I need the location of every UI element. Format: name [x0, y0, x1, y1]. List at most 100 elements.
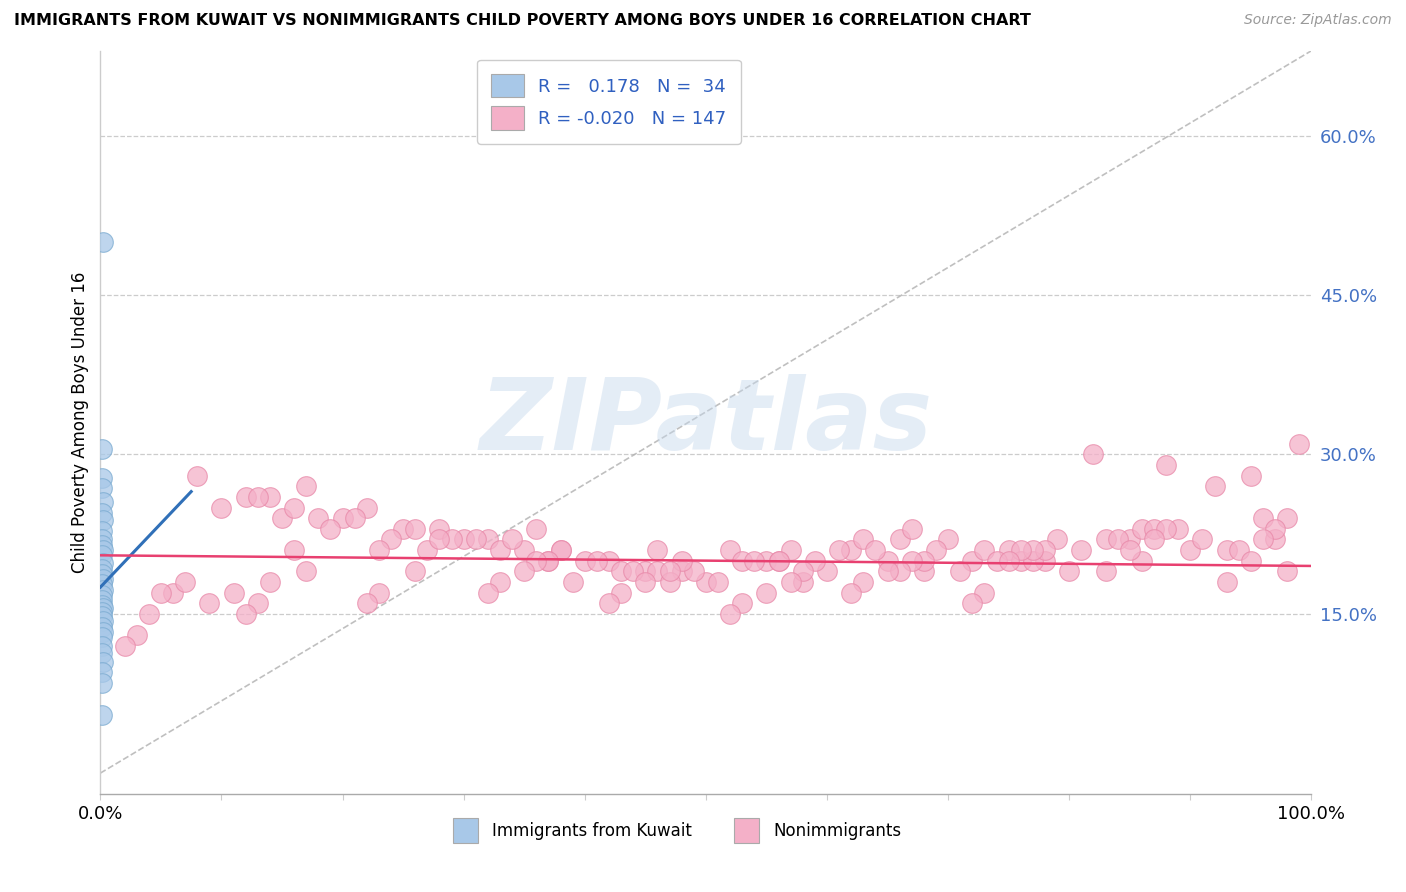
Point — [91, 235, 114, 249]
Point — [1240, 554, 1263, 568]
Point — [852, 574, 875, 589]
Point — [90, 562, 112, 576]
Point — [367, 543, 389, 558]
Point — [114, 639, 136, 653]
Point — [550, 543, 572, 558]
Point — [513, 564, 536, 578]
Point — [986, 554, 1008, 568]
Point — [283, 500, 305, 515]
Point — [319, 522, 342, 536]
Point — [1143, 522, 1166, 536]
Point — [91, 624, 114, 639]
Point — [90, 524, 112, 538]
Point — [91, 495, 114, 509]
Point — [537, 554, 560, 568]
Point — [779, 574, 801, 589]
Point — [865, 543, 887, 558]
Point — [731, 554, 754, 568]
Point — [477, 585, 499, 599]
Point — [682, 564, 704, 578]
Point — [356, 500, 378, 515]
Point — [997, 554, 1019, 568]
Point — [453, 533, 475, 547]
Point — [1154, 522, 1177, 536]
Point — [477, 533, 499, 547]
Point — [380, 533, 402, 547]
Point — [1240, 468, 1263, 483]
Point — [1167, 522, 1189, 536]
Point — [718, 607, 741, 621]
Point — [1094, 533, 1116, 547]
Point — [1094, 564, 1116, 578]
Point — [246, 596, 269, 610]
Point — [1288, 437, 1310, 451]
Point — [1180, 543, 1202, 558]
Point — [828, 543, 851, 558]
Point — [440, 533, 463, 547]
Point — [1130, 554, 1153, 568]
Point — [356, 596, 378, 610]
Point — [91, 614, 114, 628]
Point — [755, 554, 778, 568]
Point — [1070, 543, 1092, 558]
Point — [125, 628, 148, 642]
Point — [839, 543, 862, 558]
Point — [889, 564, 911, 578]
Point — [91, 601, 114, 615]
Point — [1251, 533, 1274, 547]
Point — [90, 471, 112, 485]
Point — [574, 554, 596, 568]
Point — [235, 607, 257, 621]
Point — [815, 564, 838, 578]
Point — [404, 564, 426, 578]
Text: Source: ZipAtlas.com: Source: ZipAtlas.com — [1244, 13, 1392, 28]
Point — [1204, 479, 1226, 493]
Point — [912, 554, 935, 568]
Point — [695, 574, 717, 589]
Point — [90, 506, 112, 520]
Y-axis label: Child Poverty Among Boys Under 16: Child Poverty Among Boys Under 16 — [72, 272, 89, 574]
Point — [271, 511, 294, 525]
Point — [392, 522, 415, 536]
Point — [222, 585, 245, 599]
Point — [912, 564, 935, 578]
Text: IMMIGRANTS FROM KUWAIT VS NONIMMIGRANTS CHILD POVERTY AMONG BOYS UNDER 16 CORREL: IMMIGRANTS FROM KUWAIT VS NONIMMIGRANTS … — [14, 13, 1031, 29]
Point — [259, 490, 281, 504]
Point — [561, 574, 583, 589]
Point — [1215, 543, 1237, 558]
Point — [90, 675, 112, 690]
Point — [537, 554, 560, 568]
Point — [901, 554, 924, 568]
Point — [1143, 533, 1166, 547]
Point — [246, 490, 269, 504]
Point — [90, 533, 112, 547]
Point — [1119, 543, 1142, 558]
Point — [779, 543, 801, 558]
Point — [804, 554, 827, 568]
Legend: R =   0.178   N =  34, R = -0.020   N = 147: R = 0.178 N = 34, R = -0.020 N = 147 — [477, 60, 741, 144]
Point — [839, 585, 862, 599]
Point — [513, 543, 536, 558]
Point — [768, 554, 790, 568]
Point — [90, 599, 112, 613]
Point — [91, 513, 114, 527]
Point — [90, 630, 112, 644]
Point — [90, 442, 112, 456]
Point — [429, 522, 451, 536]
Point — [1119, 533, 1142, 547]
Point — [90, 707, 112, 722]
Point — [91, 655, 114, 669]
Point — [149, 585, 172, 599]
Text: ZIPatlas: ZIPatlas — [479, 374, 932, 471]
Point — [162, 585, 184, 599]
Point — [91, 572, 114, 586]
Point — [307, 511, 329, 525]
Point — [174, 574, 197, 589]
Point — [90, 567, 112, 582]
Point — [634, 564, 657, 578]
Point — [647, 564, 669, 578]
Point — [658, 564, 681, 578]
Point — [90, 482, 112, 496]
Point — [91, 556, 114, 570]
Point — [295, 564, 318, 578]
